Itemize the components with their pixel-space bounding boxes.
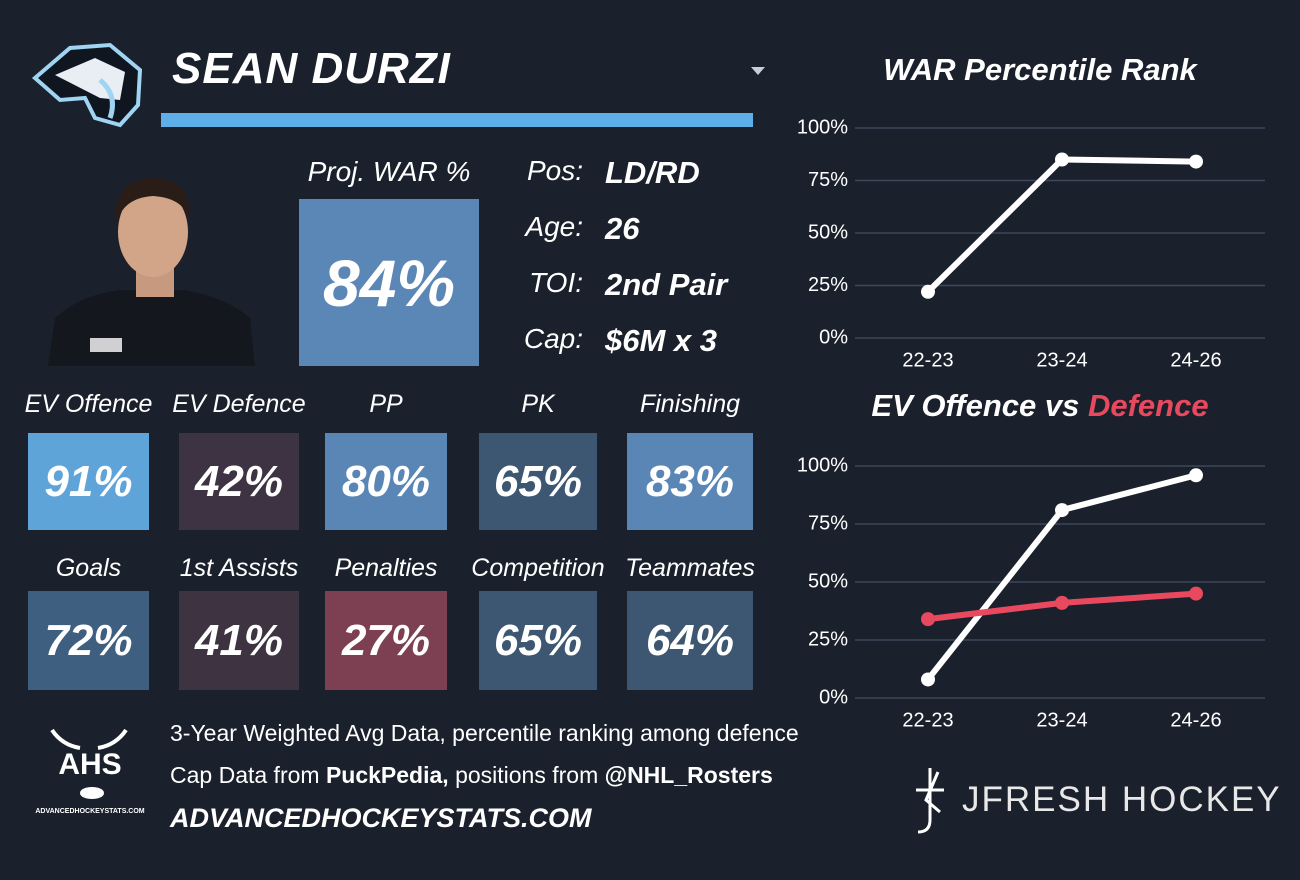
x-tick-label: 23-24 xyxy=(1036,349,1087,371)
info-label: Age: xyxy=(525,211,583,242)
tile-value: 91% xyxy=(28,433,149,530)
data-point xyxy=(921,612,935,627)
tile-label: Penalties xyxy=(334,554,438,582)
player-photo xyxy=(48,178,255,366)
credit-segment: PuckPedia, xyxy=(325,762,449,788)
series-line xyxy=(925,156,1197,294)
tile-value: 42% xyxy=(179,433,299,530)
ahs-logo-text: AHS xyxy=(58,748,122,781)
player-name: SEAN DURZI xyxy=(172,44,451,93)
jfresh-logo xyxy=(916,768,944,834)
info-value: 2nd Pair xyxy=(605,267,728,302)
tile-label: Teammates xyxy=(625,554,755,582)
tile-value: 41% xyxy=(179,591,299,690)
ahs-logo-sub: ADVANCEDHOCKEYSTATS.COM xyxy=(35,808,145,815)
y-tick-label: 25% xyxy=(808,628,848,650)
proj-war-label: Proj. WAR % xyxy=(307,156,471,187)
data-point xyxy=(921,672,935,687)
tile-label: EV Offence xyxy=(24,390,153,418)
header-bar xyxy=(161,113,753,127)
data-point xyxy=(1189,468,1203,483)
tile-value: 80% xyxy=(325,433,447,530)
x-tick-label: 23-24 xyxy=(1036,709,1087,731)
tile-value: 65% xyxy=(479,433,597,530)
proj-war-box: 84% xyxy=(299,199,479,366)
team-logo xyxy=(31,42,143,128)
info-value: 26 xyxy=(605,211,640,246)
info-value: $6M x 3 xyxy=(605,323,718,358)
x-tick-label: 24-26 xyxy=(1170,709,1221,731)
chart-title-text: WAR Percentile Rank xyxy=(883,52,1198,87)
chart-title: WAR Percentile Rank xyxy=(883,52,1198,87)
tile-label: PP xyxy=(369,390,403,418)
tile-label: Competition xyxy=(471,554,605,582)
chart-title-highlight: Defence xyxy=(1088,388,1209,423)
tile-label: Goals xyxy=(55,554,122,582)
tile-value: 65% xyxy=(479,591,597,690)
chart-title: EV Offence vs Defence xyxy=(871,388,1208,423)
footer-note: 3-Year Weighted Avg Data, percentile ran… xyxy=(170,720,799,746)
dropdown-arrow[interactable] xyxy=(751,67,765,75)
y-tick-label: 0% xyxy=(819,686,848,708)
tile-label: 1st Assists xyxy=(179,554,299,582)
x-tick-label: 22-23 xyxy=(902,709,953,731)
credit-segment: Cap Data from xyxy=(170,762,326,788)
y-tick-label: 75% xyxy=(808,512,848,534)
tile-value: 27% xyxy=(325,591,447,690)
ahs-logo xyxy=(50,728,128,799)
data-point xyxy=(1189,154,1203,169)
tile-value: 72% xyxy=(28,591,149,690)
info-value: LD/RD xyxy=(605,155,700,190)
info-label: Pos: xyxy=(526,155,583,186)
footer-site: ADVANCEDHOCKEYSTATS.COM xyxy=(170,803,592,833)
tile-value: 64% xyxy=(627,591,753,690)
y-tick-label: 25% xyxy=(808,274,848,296)
credit-segment: @NHL_Rosters xyxy=(604,762,773,788)
y-tick-label: 75% xyxy=(808,169,848,191)
y-tick-label: 100% xyxy=(797,454,848,476)
y-tick-label: 0% xyxy=(819,326,848,348)
credit-segment: positions from xyxy=(448,762,605,788)
x-tick-label: 24-26 xyxy=(1170,349,1221,371)
y-tick-label: 50% xyxy=(808,221,848,243)
info-label: TOI: xyxy=(529,267,583,298)
info-label: Cap: xyxy=(523,323,583,354)
footer-credits: Cap Data from PuckPedia, positions from … xyxy=(170,762,773,789)
data-point xyxy=(1055,595,1069,610)
y-tick-label: 50% xyxy=(808,570,848,592)
y-tick-label: 100% xyxy=(797,116,848,138)
tile-label: PK xyxy=(521,390,555,418)
data-point xyxy=(1055,503,1069,518)
brand: JFRESH HOCKEY xyxy=(962,780,1282,819)
tile-label: Finishing xyxy=(639,390,741,418)
chart-title-text: EV Offence vs xyxy=(871,388,1079,423)
x-tick-label: 22-23 xyxy=(902,349,953,371)
data-point xyxy=(1189,586,1203,601)
tile-label: EV Defence xyxy=(172,390,306,418)
data-point xyxy=(1055,152,1069,167)
data-point xyxy=(921,284,935,299)
tile-value: 83% xyxy=(627,433,753,530)
